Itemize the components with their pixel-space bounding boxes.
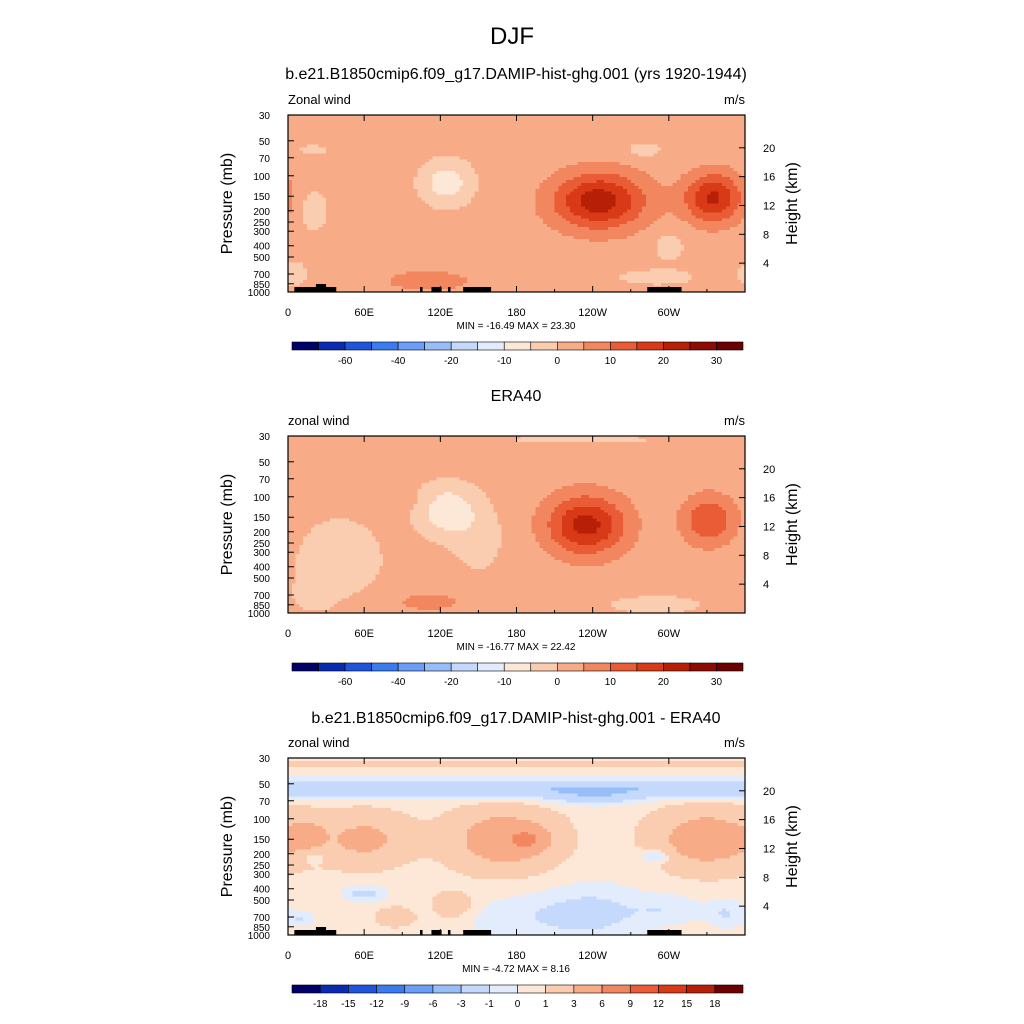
field-cells — [288, 115, 746, 293]
panel-title: b.e21.B1850cmip6.f09_g17.DAMIP-hist-ghg.… — [285, 66, 747, 83]
figure-title: DJF — [490, 23, 534, 50]
panels: b.e21.B1850cmip6.f09_g17.DAMIP-hist-ghg.… — [219, 66, 801, 1010]
panel-units-label: m/s — [724, 92, 745, 107]
panel-variable-label: Zonal wind — [288, 92, 351, 107]
panel-1: b.e21.B1850cmip6.f09_g17.DAMIP-hist-ghg.… — [219, 66, 801, 367]
